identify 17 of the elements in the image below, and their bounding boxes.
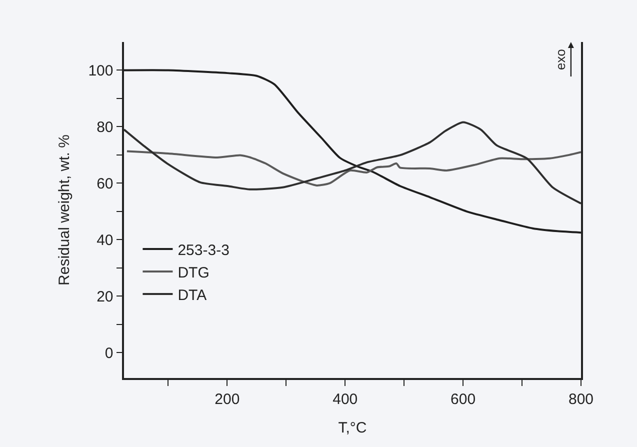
legend-label: DTG [178, 264, 210, 282]
line-series [126, 150, 581, 186]
legend-label: 253-3-3 [178, 242, 230, 259]
y-axis-title: Residual weight, wt. % [56, 134, 73, 286]
y-tick-label: 60 [96, 175, 114, 192]
y-tick-label: 0 [104, 344, 114, 362]
y-tick-label: 40 [96, 232, 114, 249]
x-tick-label: 200 [214, 390, 240, 408]
x-tick-label: 600 [450, 390, 476, 408]
x-tick-label: 400 [332, 390, 358, 408]
y-tick-label: 100 [88, 62, 114, 80]
x-axis-title: T,°C [338, 419, 367, 436]
annotation: exo [552, 49, 568, 70]
legend-label: DTA [178, 286, 207, 304]
x-tick-label: 800 [568, 390, 594, 408]
y-tick-label: 20 [96, 288, 114, 306]
y-tick-label: 80 [96, 118, 114, 136]
